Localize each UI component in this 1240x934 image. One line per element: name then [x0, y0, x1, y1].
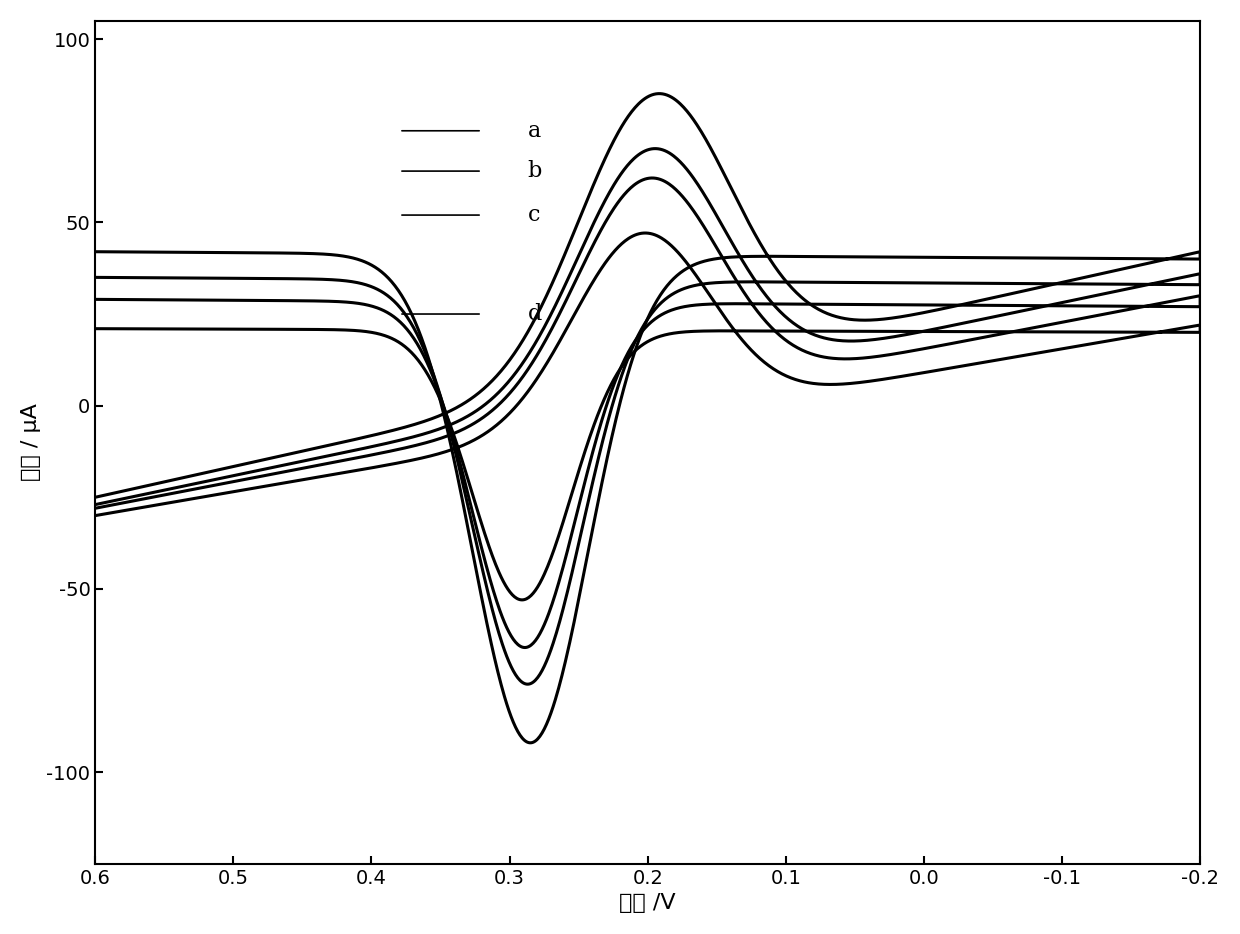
Text: a: a — [527, 120, 541, 142]
Text: b: b — [527, 160, 542, 182]
Y-axis label: 电流 / μA: 电流 / μA — [21, 403, 41, 481]
Text: d: d — [527, 303, 542, 325]
X-axis label: 电压 /V: 电压 /V — [620, 893, 676, 913]
Text: c: c — [527, 204, 541, 226]
